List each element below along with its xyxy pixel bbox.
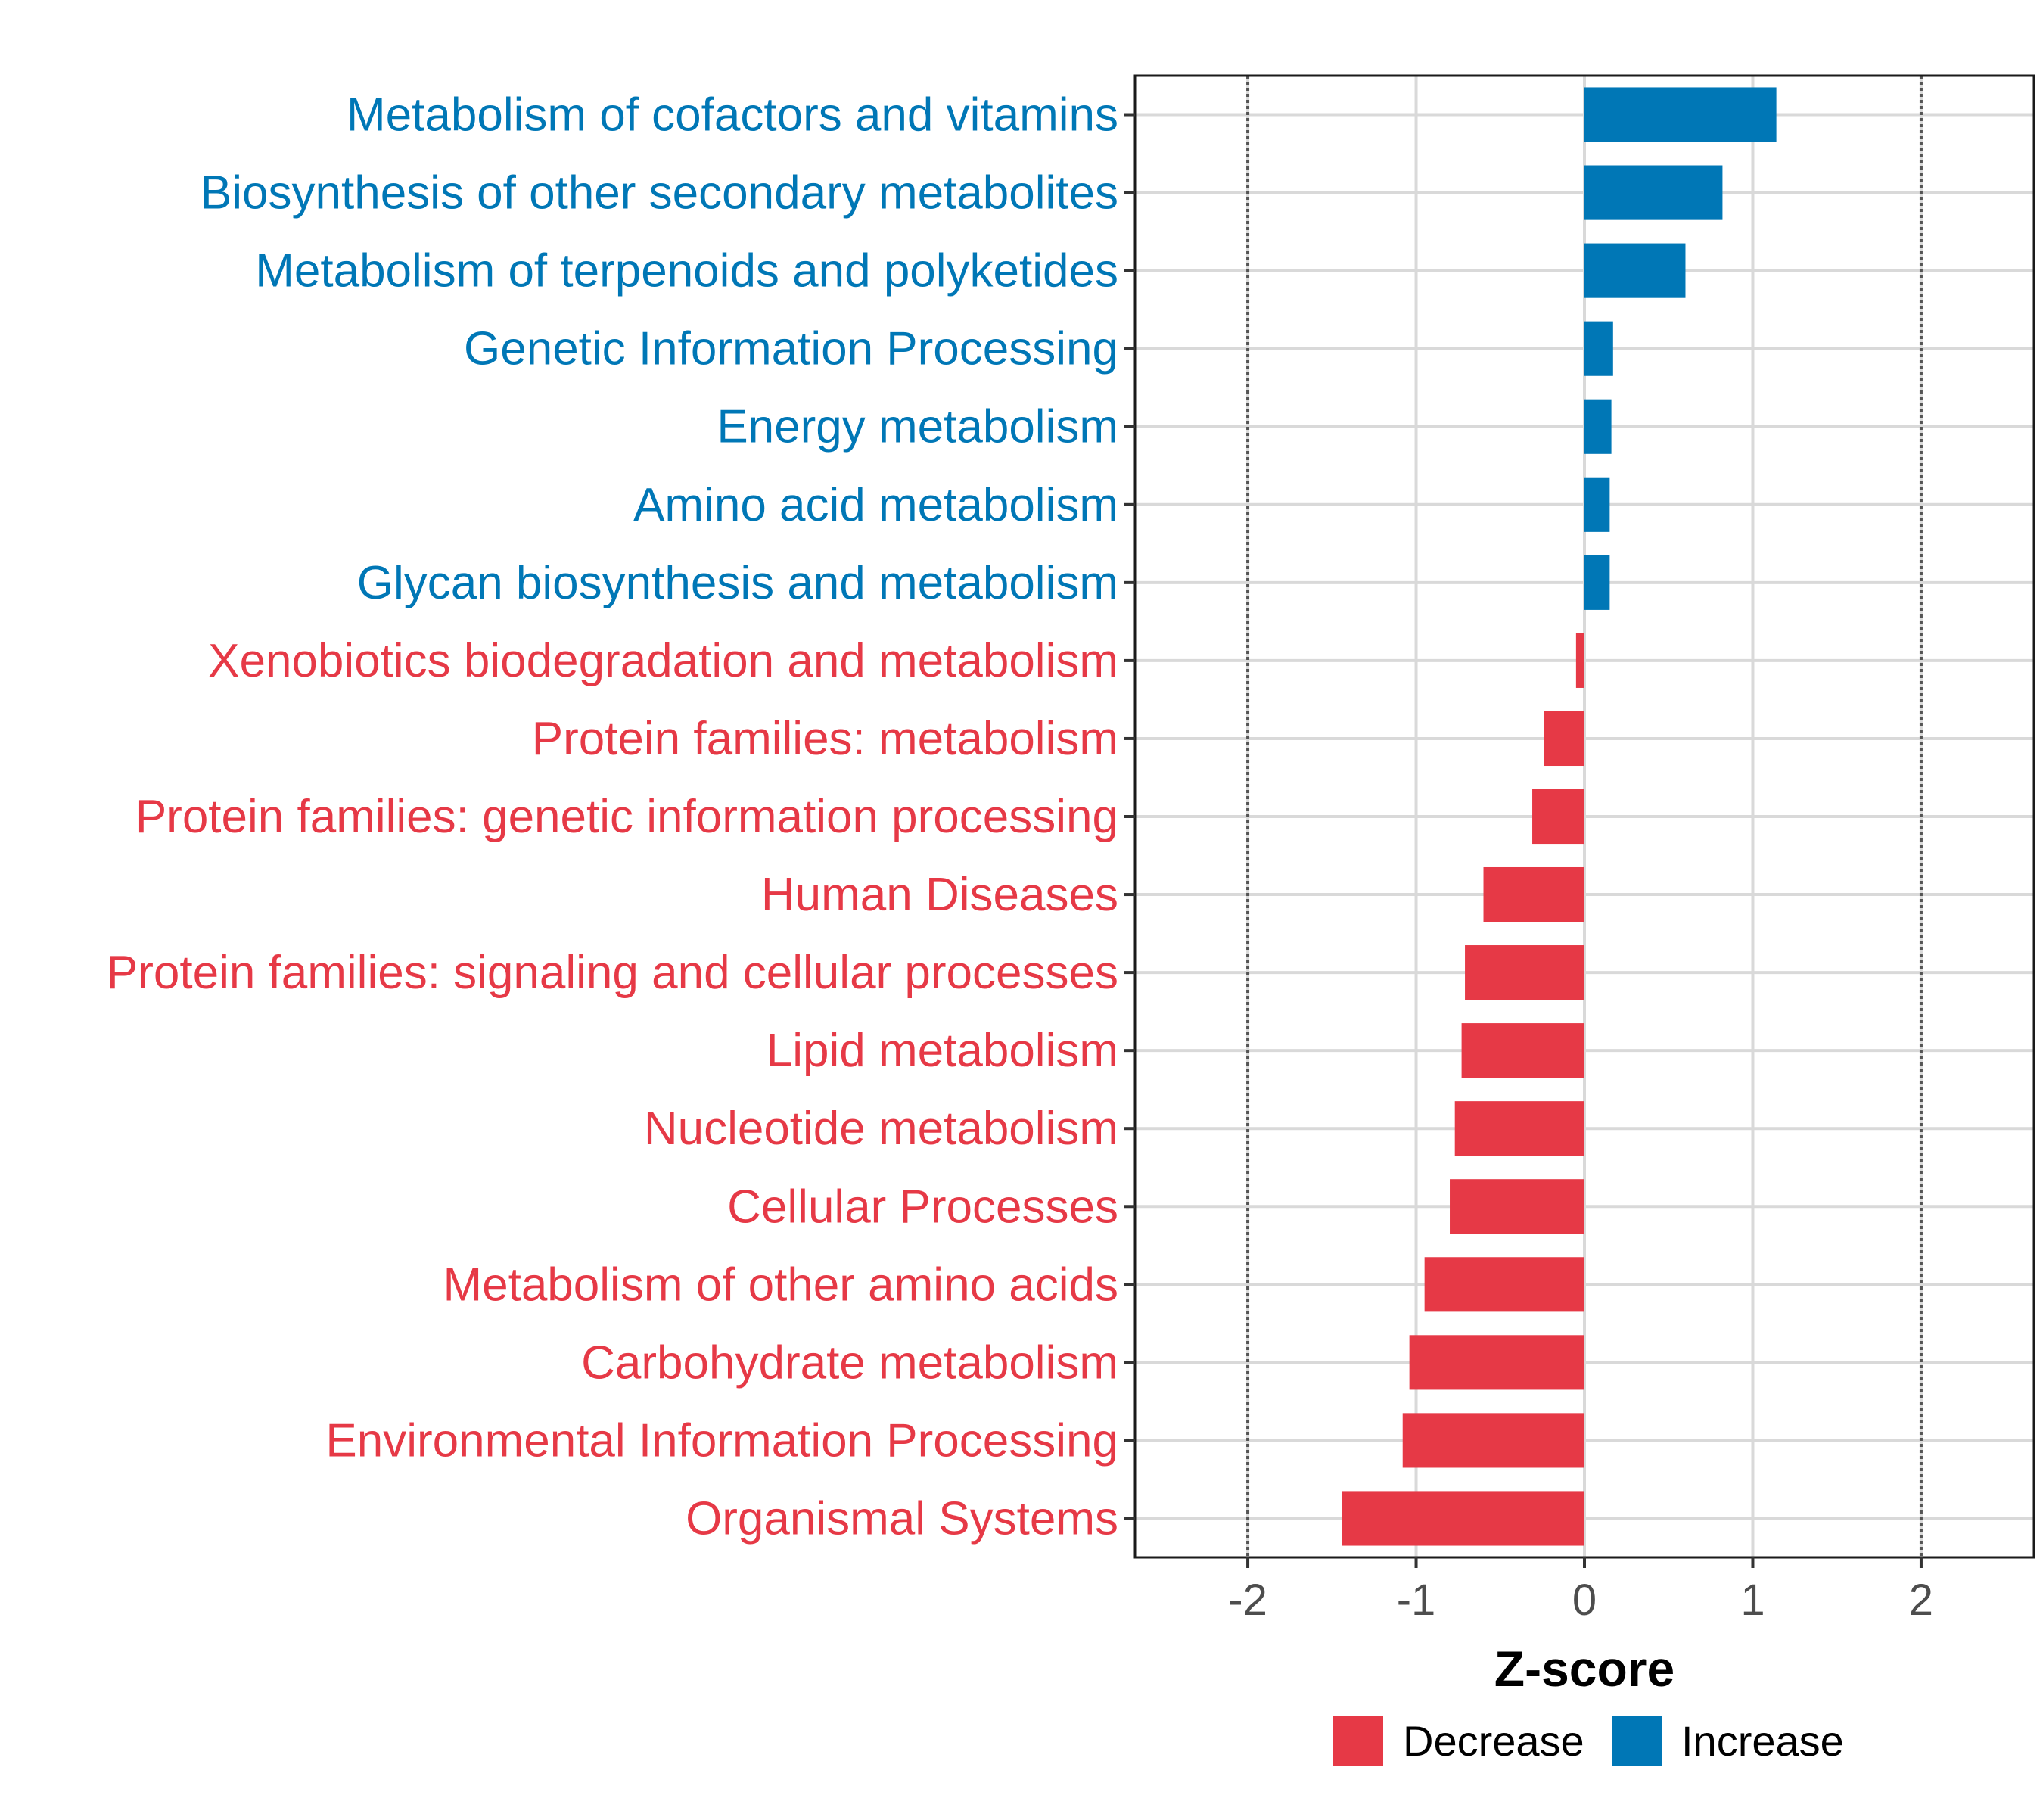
bar bbox=[1584, 555, 1610, 610]
category-label: Metabolism of other amino acids bbox=[443, 1258, 1118, 1311]
bar bbox=[1584, 477, 1610, 532]
x-tick-label: -2 bbox=[1228, 1576, 1267, 1625]
x-tick-label: 0 bbox=[1572, 1576, 1597, 1625]
category-label: Human Diseases bbox=[761, 869, 1118, 921]
category-label: Environmental Information Processing bbox=[325, 1414, 1118, 1467]
category-label: Organismal Systems bbox=[686, 1492, 1118, 1545]
bar bbox=[1532, 789, 1584, 845]
bar bbox=[1584, 87, 1777, 142]
bar bbox=[1483, 866, 1584, 922]
x-tick-label: 2 bbox=[1909, 1576, 1933, 1625]
bar bbox=[1584, 399, 1612, 454]
x-axis-title: Z-score bbox=[1494, 1641, 1675, 1697]
bar bbox=[1584, 165, 1723, 220]
bar bbox=[1461, 1023, 1584, 1078]
legend-key bbox=[1612, 1716, 1662, 1766]
category-label: Glycan biosynthesis and metabolism bbox=[357, 557, 1118, 609]
legend: Decrease Increase bbox=[1333, 1716, 1844, 1766]
category-labels: Metabolism of cofactors and vitamins Bios… bbox=[107, 89, 1118, 1545]
category-label: Protein families: metabolism bbox=[532, 713, 1118, 765]
category-label: Amino acid metabolism bbox=[633, 479, 1118, 531]
bar bbox=[1454, 1101, 1584, 1156]
legend-label: Increase bbox=[1681, 1717, 1844, 1765]
category-label: Carbohydrate metabolism bbox=[581, 1336, 1118, 1389]
legend-label: Decrease bbox=[1403, 1717, 1584, 1765]
bar bbox=[1575, 633, 1584, 688]
bar bbox=[1450, 1179, 1584, 1234]
bar bbox=[1465, 945, 1584, 1000]
bar bbox=[1544, 711, 1584, 767]
bar bbox=[1342, 1491, 1584, 1546]
x-axis-ticks bbox=[1246, 1557, 1923, 1568]
category-label: Metabolism of cofactors and vitamins bbox=[347, 89, 1118, 142]
x-tick-label: 1 bbox=[1740, 1576, 1765, 1625]
bar bbox=[1584, 321, 1613, 376]
bar bbox=[1409, 1335, 1584, 1390]
bar bbox=[1424, 1257, 1584, 1312]
category-label: Lipid metabolism bbox=[767, 1025, 1118, 1077]
category-label: Cellular Processes bbox=[727, 1181, 1118, 1233]
bars bbox=[1342, 87, 1777, 1546]
category-label: Biosynthesis of other secondary metaboli… bbox=[201, 167, 1118, 219]
category-label: Protein families: signaling and cellular… bbox=[107, 947, 1118, 999]
category-label: Metabolism of terpenoids and polyketides bbox=[255, 245, 1118, 297]
bar bbox=[1584, 243, 1686, 298]
reference-lines bbox=[1246, 76, 1923, 1557]
category-label: Genetic Information Processing bbox=[464, 323, 1118, 375]
category-label: Protein families: genetic information pr… bbox=[135, 791, 1118, 843]
category-label: Nucleotide metabolism bbox=[644, 1103, 1118, 1155]
x-tick-label: -1 bbox=[1397, 1576, 1436, 1625]
x-tick-labels: -2 -1 0 1 2 bbox=[1228, 1576, 1933, 1625]
bar bbox=[1402, 1413, 1584, 1468]
category-label: Energy metabolism bbox=[717, 401, 1118, 453]
y-axis-ticks bbox=[1124, 113, 1135, 1520]
legend-key bbox=[1333, 1716, 1383, 1766]
category-label: Xenobiotics biodegradation and metabolis… bbox=[208, 635, 1118, 687]
